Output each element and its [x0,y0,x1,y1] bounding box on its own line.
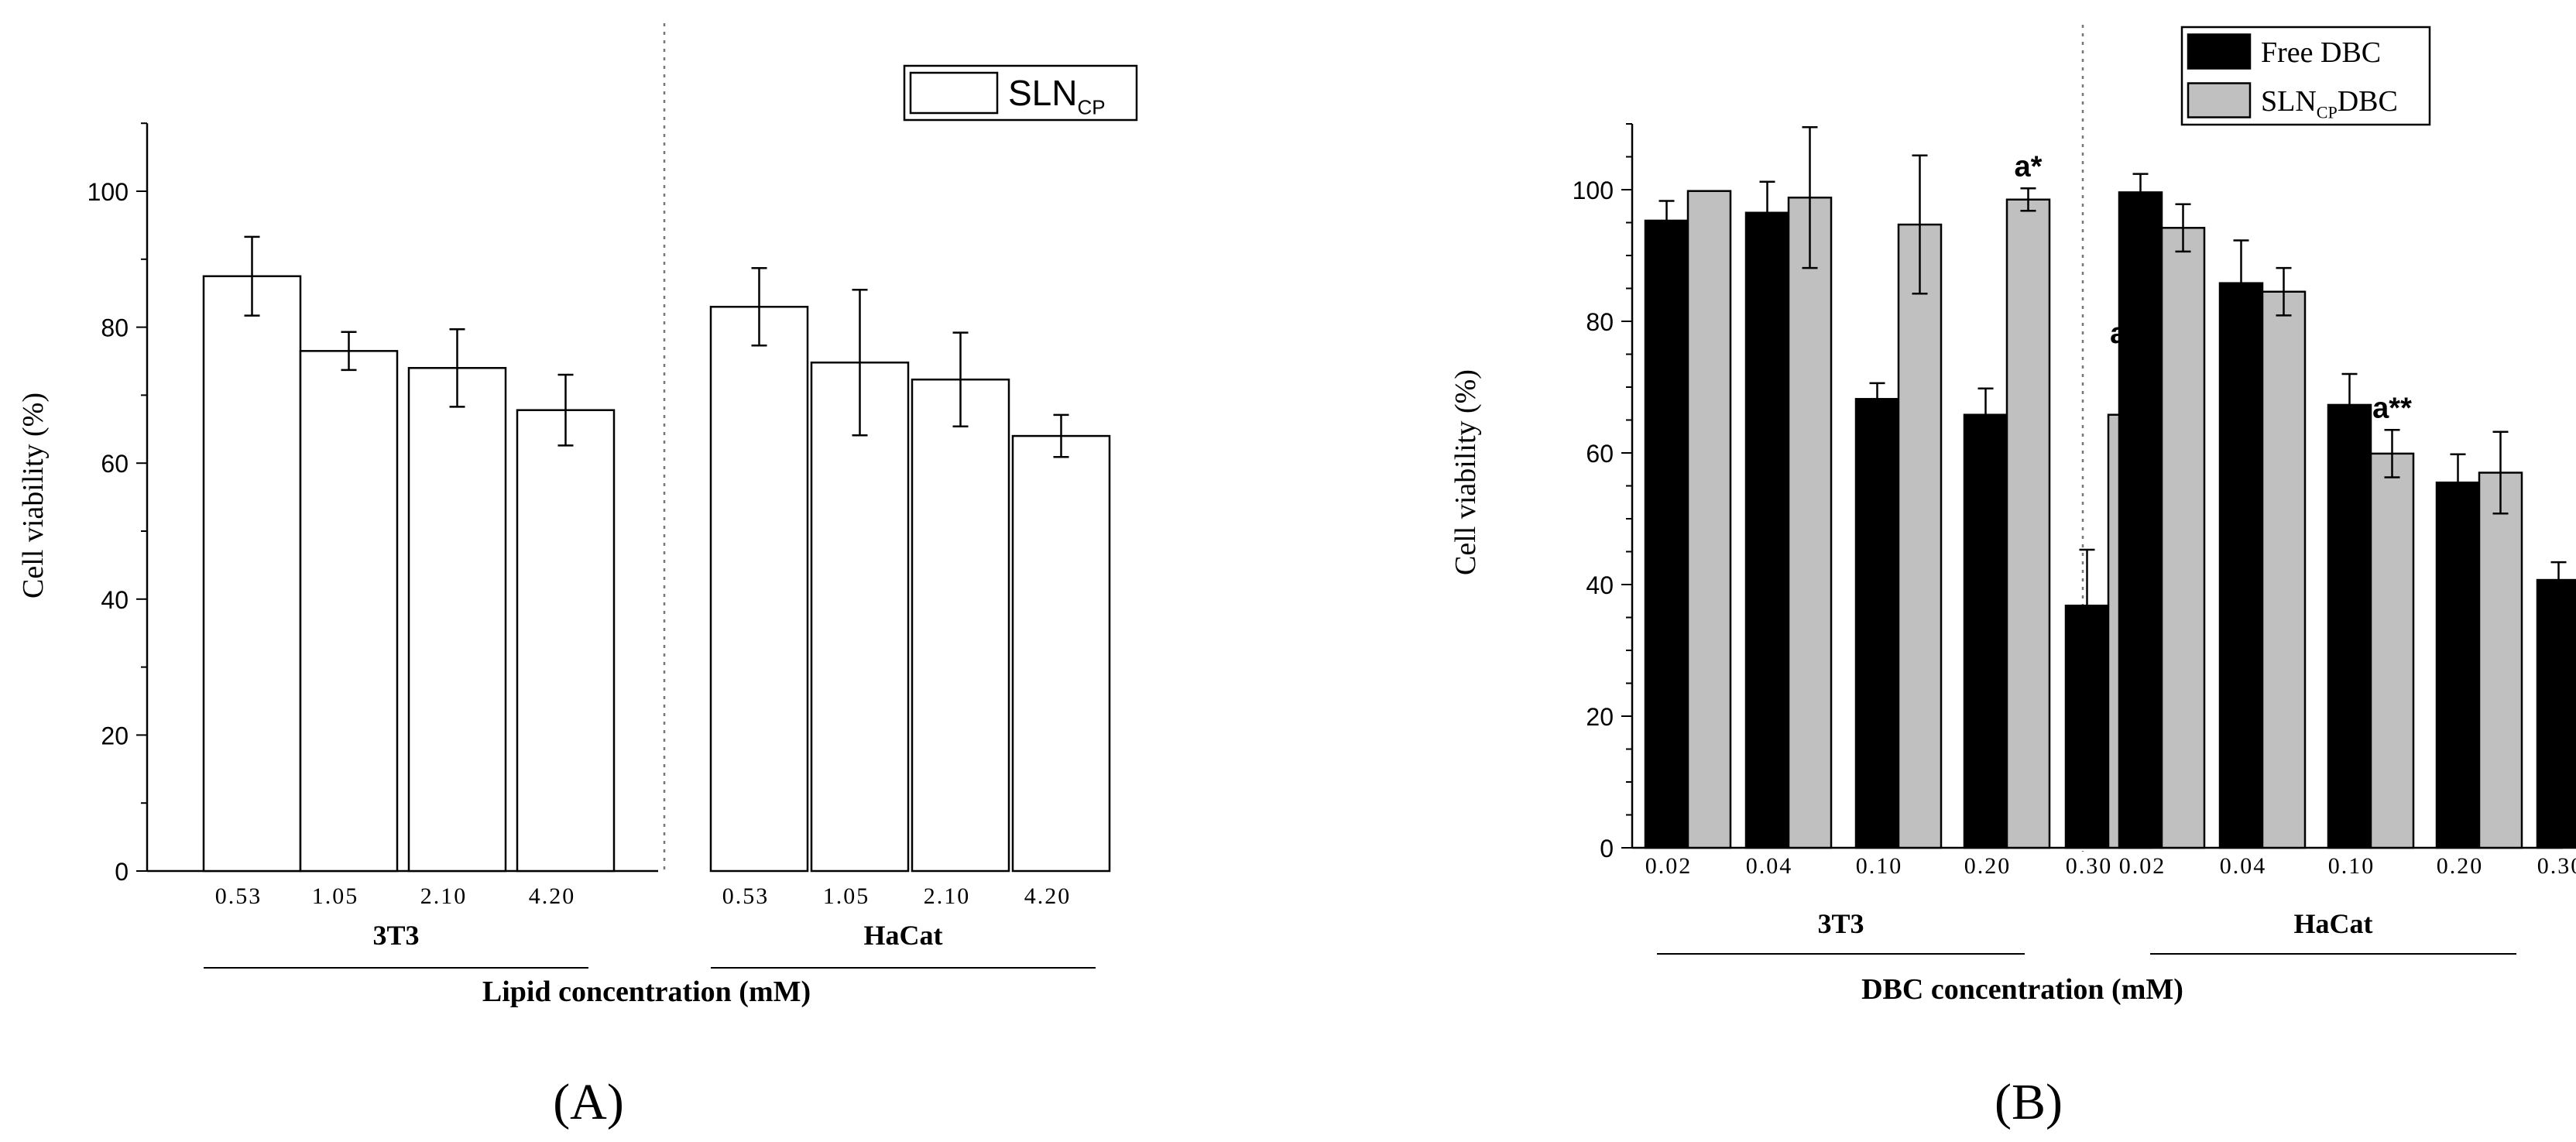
bar [1686,190,1732,849]
x-tick-label: 0.10 [1856,853,1903,879]
y-tick-label: 80 [1586,308,1614,336]
x-tick-label: 4.20 [529,883,576,909]
x-tick-label: 0.20 [1964,853,2012,879]
x-tick-label: 0.53 [722,883,770,909]
legend-label-main: SLN [1008,73,1077,113]
significance-annotation: a* [2015,150,2043,183]
panel-b: 0 20 40 60 80 100 0.02 0.04 0.10 a* 0.20 a** 0.30 3T3… [1449,25,2576,1130]
x-tick-label: 4.20 [1024,883,1072,909]
x-axis-title: Lipid concentration (mM) [482,976,811,1008]
x-tick-label: 0.04 [1746,853,1793,879]
legend-label-subscript: CP [1077,96,1105,119]
group-label: 3T3 [1817,908,1864,939]
x-tick-label: 0.30 [2066,853,2113,879]
bar [1897,223,1943,849]
legend-label-main: SLN [2261,85,2317,118]
bar [2435,482,2481,849]
y-tick-label: 0 [115,858,129,886]
legend-swatch [2187,82,2252,118]
y-tick-label: 100 [1573,177,1614,204]
bar [911,378,1010,873]
legend: Free DBC SLNCPDBC [2180,26,2431,126]
group-label: HaCat [2294,908,2373,939]
y-tick-label: 40 [1586,571,1614,599]
x-tick-label: 0.10 [2328,853,2375,879]
y-tick-label: 20 [1586,703,1614,731]
bar [2118,191,2163,849]
bar [299,350,399,873]
group-label: HaCat [864,920,943,951]
x-tick-label: 2.10 [420,883,468,909]
legend-label-subscript: CP [2317,102,2338,122]
y-axis-title: Cell viability (%) [1449,369,1482,575]
bar [709,306,809,873]
panel-a: 0 20 40 60 80 100 0.53 1.05 2.10 4.20 3T3 0.53 1.05 2… [17,23,1138,1130]
legend: SLNCP [903,64,1138,122]
bar [810,362,910,873]
bar [1644,219,1689,849]
bar [1854,398,1900,849]
x-tick-label: 0.02 [2119,853,2166,879]
legend-label: SLNCP [1008,73,1106,119]
bar [2536,578,2576,849]
y-tick-label: 0 [1600,835,1614,863]
legend-label-suffix: DBC [2338,85,2398,118]
legend-label: SLNCPDBC [2261,85,2398,122]
bar [202,275,302,873]
x-tick-label: 2.10 [924,883,971,909]
y-tick-label: 40 [101,586,129,614]
x-tick-label: 0.04 [2220,853,2267,879]
bar [2160,227,2206,849]
x-axis-title: DBC concentration (mM) [1861,973,2183,1006]
y-tick-label: 20 [101,722,129,749]
legend-swatch [909,71,999,115]
y-tick-label: 80 [101,314,129,342]
x-tick-label: 1.05 [823,883,870,909]
y-tick-label: 60 [101,450,129,478]
bar [2218,282,2264,849]
y-tick-label: 100 [87,178,129,206]
x-tick-label: 0.20 [2437,853,2484,879]
significance-annotation: a** [2372,392,2412,424]
x-tick-label: 0.02 [1645,853,1693,879]
bar [1011,434,1111,873]
x-tick-label: 0.53 [215,883,262,909]
bar [407,367,507,873]
panel-label: (A) [553,1074,624,1130]
bar [2005,198,2051,849]
x-tick-label: 0.30 [2537,853,2576,879]
panel-label: (B) [1995,1074,2063,1130]
bar [1787,196,1833,849]
bar [516,409,616,873]
bar [2478,472,2523,849]
bar [2327,403,2372,849]
group-label: 3T3 [372,920,419,951]
x-tick-label: 1.05 [312,883,359,909]
bar [2261,290,2307,849]
y-axis-title: Cell viability (%) [17,393,50,598]
bar [2369,452,2415,849]
bar [1963,413,2008,849]
bar [1744,211,1790,849]
legend-label-main: Free DBC [2261,36,2381,69]
legend-swatch [2187,33,2252,70]
legend-label: Free DBC [2261,36,2381,69]
y-tick-label: 60 [1586,440,1614,468]
